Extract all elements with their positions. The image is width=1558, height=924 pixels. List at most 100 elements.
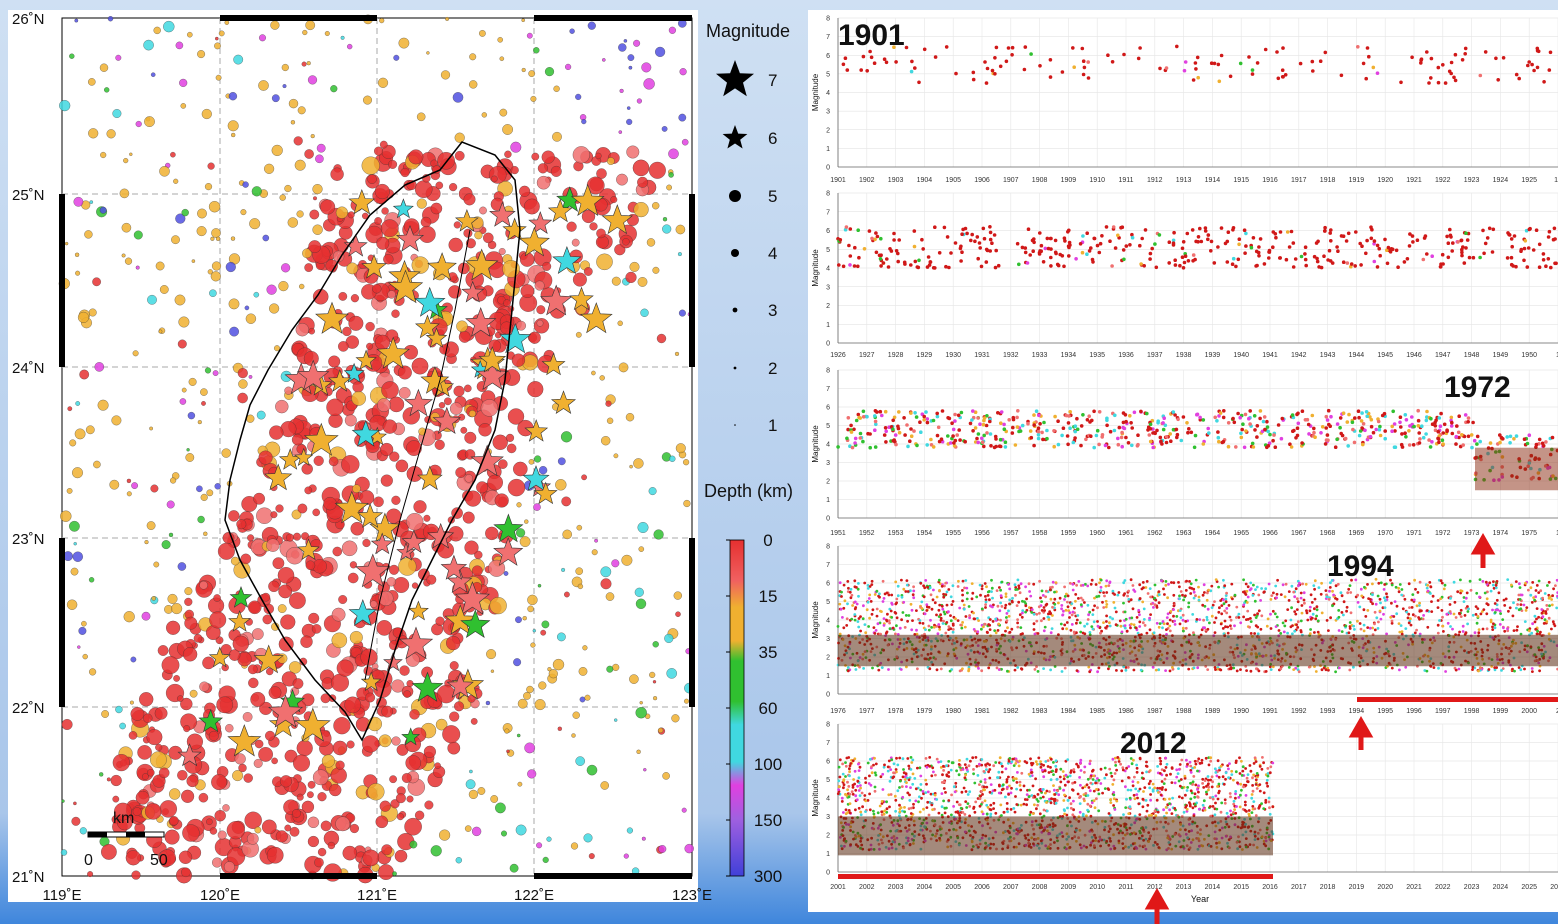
data-point	[1399, 80, 1403, 85]
data-point	[1107, 445, 1111, 450]
data-point	[935, 613, 938, 617]
quake-dot	[159, 166, 170, 177]
x-tick-label: 1990	[1233, 708, 1249, 715]
data-point	[1353, 416, 1357, 420]
data-point	[1258, 237, 1263, 241]
quake-dot	[524, 519, 529, 524]
data-point	[1026, 421, 1030, 426]
data-point	[1179, 616, 1183, 619]
data-point	[1167, 261, 1171, 265]
data-point	[872, 626, 876, 629]
quake-dot	[84, 230, 93, 239]
data-point	[999, 588, 1002, 592]
data-point	[1161, 421, 1165, 425]
data-point	[1181, 593, 1184, 597]
quake-dot	[555, 479, 567, 491]
data-point	[856, 228, 860, 232]
data-point	[1135, 616, 1139, 619]
data-point	[1068, 410, 1072, 414]
data-point	[1449, 60, 1454, 65]
data-point	[1547, 229, 1552, 234]
data-point	[875, 234, 880, 239]
data-point	[842, 583, 846, 587]
data-point	[1053, 414, 1057, 419]
data-point	[1379, 601, 1382, 605]
x-tick-label: 1987	[1147, 708, 1163, 715]
data-point	[984, 260, 989, 264]
data-point	[1221, 439, 1226, 444]
data-point	[935, 433, 940, 438]
x-tick-label: 1965	[1233, 530, 1249, 537]
data-point	[1440, 252, 1445, 257]
quake-dot	[668, 148, 679, 160]
quake-dot	[344, 414, 357, 427]
lat-label: 21˚N	[12, 869, 45, 886]
data-point	[935, 595, 939, 599]
data-point	[1022, 67, 1027, 72]
quake-dot	[375, 815, 389, 829]
quake-star	[228, 610, 252, 632]
data-point	[1153, 596, 1156, 600]
data-point	[1033, 632, 1037, 636]
data-point	[1360, 244, 1364, 248]
data-point	[858, 431, 863, 436]
data-point	[1329, 581, 1332, 585]
quake-dot	[89, 200, 94, 204]
quake-dot	[206, 818, 213, 826]
data-point	[890, 603, 894, 606]
quake-dot	[627, 54, 635, 61]
quake-dot	[314, 857, 324, 868]
data-point	[1550, 603, 1554, 607]
data-point	[902, 587, 906, 591]
quake-dot	[302, 248, 312, 259]
quake-star	[533, 481, 558, 505]
data-point	[1505, 256, 1510, 260]
data-point	[1068, 581, 1072, 585]
data-point	[1524, 228, 1529, 233]
data-point	[927, 624, 931, 628]
quake-dot	[452, 92, 464, 103]
quake-dot	[652, 641, 659, 648]
data-point	[1073, 424, 1078, 429]
data-point	[1406, 616, 1410, 620]
quake-dot	[485, 700, 491, 706]
data-point	[909, 263, 913, 267]
quake-dot	[454, 132, 465, 143]
data-point	[1162, 416, 1166, 421]
quake-dot	[446, 635, 461, 651]
data-point	[1514, 264, 1518, 269]
quake-dot	[538, 466, 548, 475]
data-point	[1312, 254, 1317, 259]
data-point	[1108, 239, 1112, 243]
data-point	[1438, 265, 1443, 269]
data-point	[1105, 418, 1109, 423]
timeseries-background	[808, 10, 1558, 912]
data-point	[1059, 622, 1063, 626]
data-point	[1325, 418, 1330, 422]
lon-label: 120˚E	[200, 887, 240, 904]
quake-dot	[373, 496, 384, 508]
quake-dot	[527, 769, 537, 779]
data-point	[1324, 438, 1329, 442]
quake-dot	[228, 92, 238, 101]
data-point	[909, 427, 913, 431]
quake-dot	[256, 507, 273, 524]
data-point	[1362, 629, 1366, 633]
quake-dot	[583, 833, 593, 843]
data-point	[1004, 629, 1007, 633]
data-point	[1236, 257, 1241, 262]
data-point	[922, 418, 926, 422]
data-point	[1378, 253, 1382, 258]
quake-dot	[629, 464, 633, 469]
data-point	[1464, 231, 1468, 235]
data-point	[976, 416, 980, 420]
data-point	[1547, 68, 1552, 72]
data-point	[1295, 623, 1298, 627]
data-point	[1239, 435, 1244, 440]
data-point	[1394, 248, 1399, 253]
data-point	[1060, 70, 1065, 74]
quake-dot	[363, 95, 372, 105]
data-point	[915, 443, 919, 448]
quake-dot	[516, 733, 521, 738]
quake-dot	[166, 620, 181, 635]
